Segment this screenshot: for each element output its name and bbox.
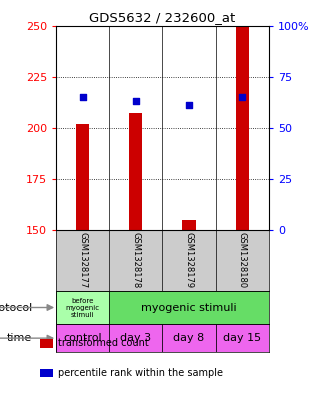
Text: time: time [7,333,32,343]
Bar [109,291,269,324]
Text: GSM1328178: GSM1328178 [131,232,140,288]
Text: GSM1328180: GSM1328180 [238,232,247,288]
Text: day 3: day 3 [120,333,151,343]
Bar [76,124,89,230]
Bar [236,26,249,230]
Point [187,102,192,108]
Bar [129,114,142,230]
Point [240,94,245,100]
Bar [109,324,163,353]
Text: GSM1328179: GSM1328179 [185,232,194,288]
Bar [182,220,196,230]
Text: control: control [63,333,102,343]
Bar [216,324,269,353]
Text: day 15: day 15 [223,333,261,343]
Text: myogenic stimuli: myogenic stimuli [141,303,237,312]
Text: percentile rank within the sample: percentile rank within the sample [58,368,223,378]
Point [133,98,138,104]
Text: GSM1328177: GSM1328177 [78,232,87,288]
Text: day 8: day 8 [173,333,204,343]
Text: before
myogenic
stimuli: before myogenic stimuli [66,298,100,318]
Text: transformed count: transformed count [58,338,148,349]
Bar [163,324,216,353]
Text: protocol: protocol [0,303,32,312]
Title: GDS5632 / 232600_at: GDS5632 / 232600_at [89,11,236,24]
Bar [56,324,109,353]
Bar [56,291,109,324]
Point [80,94,85,100]
